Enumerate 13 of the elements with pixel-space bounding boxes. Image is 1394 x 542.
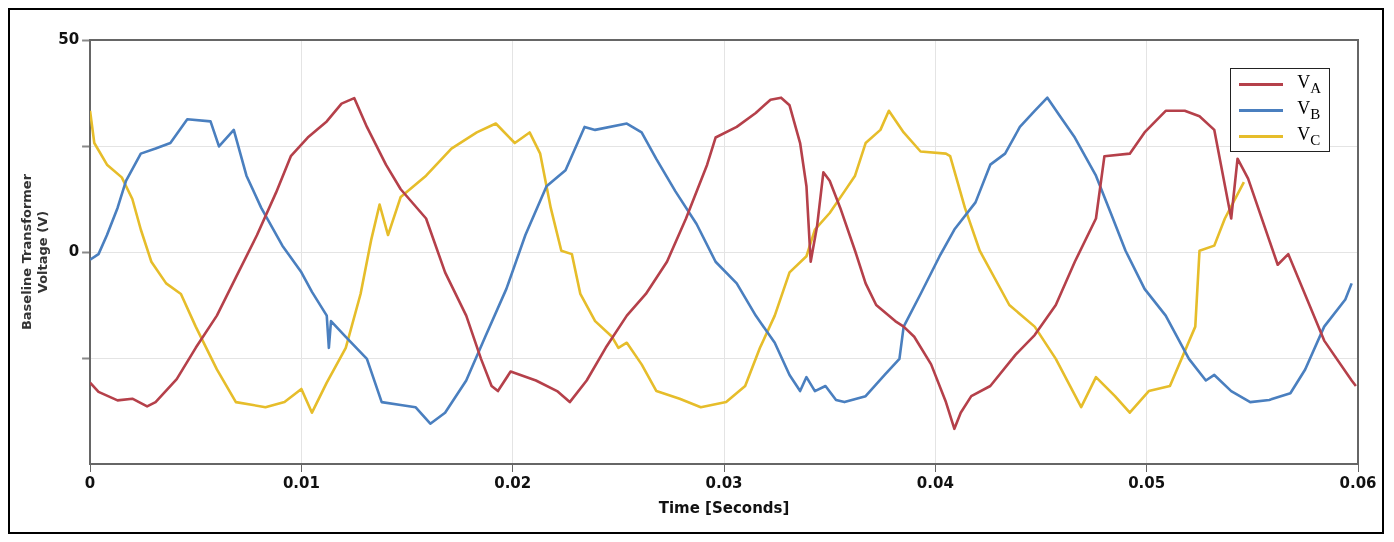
legend-label: V$_{B}$ — [1297, 97, 1321, 123]
x-tick-label: 0.01 — [282, 473, 320, 492]
x-tick-label: 0.05 — [1128, 473, 1166, 492]
x-tick-label: 0 — [84, 473, 96, 492]
x-tick-label: 0.03 — [705, 473, 743, 492]
legend-label: V$_{A}$ — [1297, 71, 1321, 97]
x-tick-label: 0.04 — [916, 473, 954, 492]
x-tick-label: 0.06 — [1339, 473, 1377, 492]
y-tick-label: 50 — [58, 29, 80, 48]
y-axis-title: Baseline Transformer Voltage (V) — [19, 173, 50, 331]
legend-label: V$_{C}$ — [1297, 123, 1321, 149]
x-axis-title: Time [Seconds] — [658, 498, 790, 517]
x-tick-label: 0.02 — [494, 473, 532, 492]
